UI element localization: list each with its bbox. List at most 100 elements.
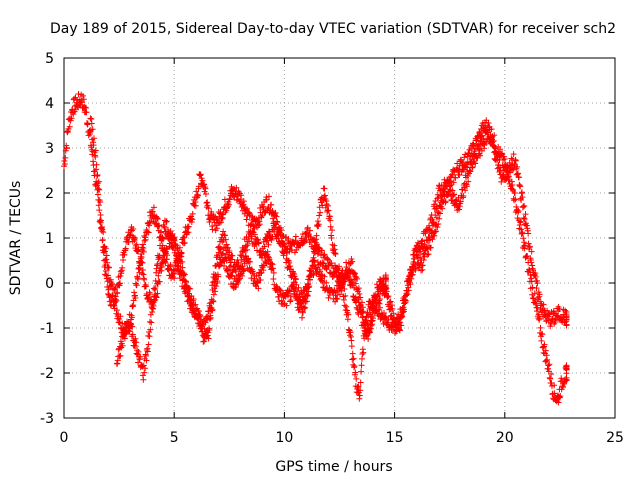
data-point <box>357 302 364 309</box>
data-point <box>140 248 147 255</box>
data-point <box>255 285 262 292</box>
data-point <box>233 197 240 204</box>
data-point <box>400 306 407 313</box>
data-point <box>373 302 380 309</box>
data-point <box>520 235 527 242</box>
data-point <box>135 359 142 366</box>
data-point <box>175 263 182 270</box>
data-point <box>374 292 381 299</box>
data-point <box>88 120 95 127</box>
data-point <box>408 271 415 278</box>
data-point <box>389 305 396 312</box>
data-point <box>270 276 277 283</box>
data-point <box>463 183 470 190</box>
data-point <box>144 228 151 235</box>
data-point <box>181 239 188 246</box>
data-point <box>156 252 163 259</box>
data-point <box>354 295 361 302</box>
data-point <box>160 235 167 242</box>
data-point <box>470 141 477 148</box>
data-point <box>398 322 405 329</box>
data-point <box>304 293 311 300</box>
data-point <box>457 198 464 205</box>
data-point <box>358 368 365 375</box>
data-point <box>112 293 119 300</box>
data-point <box>332 251 339 258</box>
data-point <box>261 243 268 250</box>
data-point <box>428 227 435 234</box>
data-point <box>562 376 569 383</box>
data-point <box>120 257 127 264</box>
data-point <box>349 258 356 265</box>
data-point <box>317 209 324 216</box>
data-point <box>350 355 357 362</box>
data-point <box>376 297 383 304</box>
data-point <box>142 236 149 243</box>
data-point <box>185 229 192 236</box>
data-point <box>404 291 411 298</box>
y-tick-label: 5 <box>45 51 54 67</box>
data-point <box>103 275 110 282</box>
data-point <box>79 99 86 106</box>
data-point <box>87 115 94 122</box>
data-point <box>435 209 442 216</box>
data-point <box>325 207 332 214</box>
data-point <box>96 207 103 214</box>
data-point <box>462 187 469 194</box>
data-point <box>318 271 325 278</box>
data-point <box>313 232 320 239</box>
data-point <box>187 285 194 292</box>
data-point <box>278 238 285 245</box>
data-point <box>198 316 205 323</box>
data-point <box>109 280 116 287</box>
data-point <box>476 128 483 135</box>
x-tick-label: 0 <box>60 430 69 446</box>
data-point <box>257 277 264 284</box>
data-point <box>265 193 272 200</box>
data-point <box>206 326 213 333</box>
data-point <box>354 384 361 391</box>
data-point <box>104 284 111 291</box>
data-point <box>534 280 541 287</box>
data-point <box>129 331 136 338</box>
data-point <box>494 156 501 163</box>
data-point <box>215 249 222 256</box>
data-point <box>210 291 217 298</box>
data-point <box>357 379 364 386</box>
data-point <box>358 362 365 369</box>
data-point <box>226 263 233 270</box>
data-point <box>202 191 209 198</box>
data-point <box>555 399 562 406</box>
data-point <box>339 267 346 274</box>
data-point <box>521 239 528 246</box>
y-tick-label: -1 <box>40 321 54 337</box>
data-point <box>505 173 512 180</box>
data-point <box>321 273 328 280</box>
data-point <box>499 150 506 157</box>
data-point <box>113 307 120 314</box>
data-point <box>543 357 550 364</box>
data-point <box>171 236 178 243</box>
data-point <box>268 260 275 267</box>
data-point <box>447 178 454 185</box>
data-point <box>187 305 194 312</box>
data-point <box>475 145 482 152</box>
data-point <box>80 96 87 103</box>
data-point <box>345 267 352 274</box>
data-point <box>440 191 447 198</box>
data-point <box>83 109 90 116</box>
data-point <box>306 231 313 238</box>
data-point <box>220 228 227 235</box>
data-point <box>531 290 538 297</box>
data-point <box>204 202 211 209</box>
data-point <box>217 246 224 253</box>
data-point <box>368 313 375 320</box>
data-point <box>102 262 109 269</box>
data-point <box>522 242 529 249</box>
data-point <box>183 284 190 291</box>
data-point <box>169 273 176 280</box>
data-point <box>517 183 524 190</box>
data-point <box>529 291 536 298</box>
data-point <box>103 252 110 259</box>
